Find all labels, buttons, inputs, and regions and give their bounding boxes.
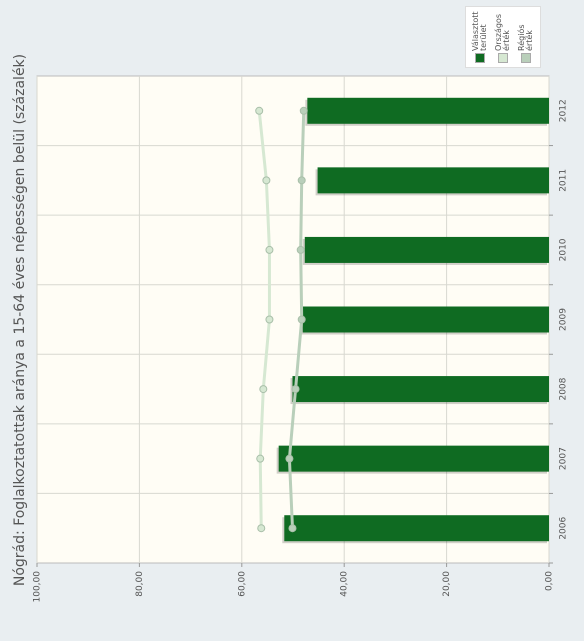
- bar: [302, 306, 549, 333]
- x-tick-label: 80,00: [135, 571, 145, 597]
- y-tick-label: 2008: [559, 377, 569, 400]
- point: [259, 385, 268, 394]
- point: [255, 106, 264, 115]
- point: [265, 245, 274, 254]
- bar: [307, 97, 549, 124]
- point: [257, 524, 266, 533]
- legend-swatch: [475, 53, 486, 63]
- legend-label: Választott terület: [471, 11, 489, 51]
- bar: [284, 515, 549, 542]
- x-tick-label: 20,00: [442, 571, 452, 597]
- point: [296, 245, 305, 254]
- y-tick-label: 2006: [559, 516, 569, 539]
- bar: [292, 376, 549, 403]
- x-tick-label: 100,00: [33, 571, 43, 603]
- y-tick-label: 2012: [559, 99, 569, 122]
- x-tick-label: 40,00: [340, 571, 350, 597]
- y-tick-label: 2009: [559, 308, 569, 331]
- point: [285, 454, 294, 463]
- x-tick-label: 0,00: [545, 571, 555, 591]
- y-tick-label: 2010: [559, 238, 569, 261]
- legend-swatch: [497, 53, 508, 63]
- y-tick-label: 2011: [559, 169, 569, 192]
- point: [299, 106, 308, 115]
- bar: [278, 445, 549, 472]
- legend-label: Országos érték: [493, 14, 511, 51]
- chart-title: Nógrád: Foglalkoztatottak aránya a 15-64…: [12, 54, 28, 586]
- point: [262, 176, 271, 185]
- legend-entry: Választott terület: [470, 9, 490, 65]
- point: [297, 176, 306, 185]
- point: [288, 524, 297, 533]
- legend: Választott terület Országos érték Régiós é…: [465, 6, 541, 68]
- point: [291, 385, 300, 394]
- point: [256, 454, 265, 463]
- point: [265, 315, 274, 324]
- y-tick-label: 2007: [559, 447, 569, 470]
- legend-swatch: [520, 53, 531, 63]
- point: [297, 315, 306, 324]
- bar: [304, 236, 549, 263]
- bar: [317, 167, 549, 194]
- legend-label: Régiós érték: [516, 24, 534, 51]
- x-tick-label: 60,00: [237, 571, 247, 597]
- legend-entry: Régiós érték: [516, 9, 536, 65]
- legend-entry: Országos érték: [493, 9, 513, 65]
